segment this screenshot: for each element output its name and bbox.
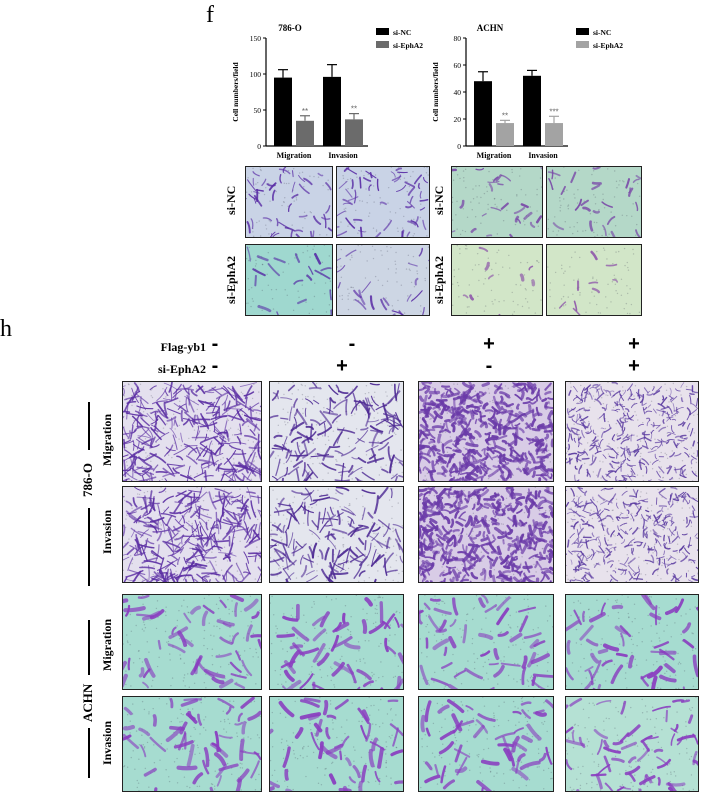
legend-label: si-EphA2 <box>393 41 423 50</box>
legend-swatch <box>576 41 589 48</box>
sign-si-epha2-3: - <box>485 355 493 377</box>
row-label-si-epha2-left: si-EphA2 <box>224 255 238 305</box>
micrograph-786o-invasion-2 <box>269 486 404 583</box>
row-label-achn-migration: Migration <box>100 619 114 671</box>
micrograph-achn-migration-2 <box>269 594 404 690</box>
micrograph-786o-si-epha2-migration <box>245 244 333 316</box>
significance-label: ** <box>502 111 508 120</box>
micrograph-786o-invasion-4 <box>565 486 699 583</box>
condition-label-flag-yb1: Flag-yb1 <box>160 340 206 354</box>
micrograph-786o-migration-4 <box>565 381 699 482</box>
chart-title: ACHN <box>477 23 504 33</box>
row-label-si-nc-right: si-NC <box>432 185 446 215</box>
cell-line-bracket-achn-bottom <box>88 728 90 778</box>
micrograph-786o-invasion-3 <box>418 486 554 583</box>
panel-letter-f: f <box>206 2 214 28</box>
cell-line-label-786o: 786-O <box>80 463 95 497</box>
micrograph-achn-si-epha2-invasion <box>546 244 642 316</box>
micrograph-achn-migration-1 <box>122 594 262 690</box>
sign-flag-yb1-2: - <box>348 333 356 355</box>
row-label-si-nc-left: si-NC <box>224 185 238 215</box>
y-tick-label: 100 <box>250 70 262 79</box>
sign-si-epha2-4: + <box>628 355 640 377</box>
cell-line-bracket-achn-top <box>88 620 90 675</box>
sign-flag-yb1-3: + <box>483 333 495 355</box>
micrograph-786o-invasion-1 <box>122 486 262 583</box>
sign-flag-yb1-1: - <box>211 333 219 355</box>
micrograph-achn-invasion-3 <box>418 696 554 792</box>
x-category-label: Invasion <box>528 151 558 160</box>
row-label-si-epha2-right: si-EphA2 <box>432 255 446 305</box>
y-tick-label: 0 <box>457 142 461 151</box>
bar <box>345 119 363 146</box>
chart-title: 786-O <box>278 23 302 33</box>
x-category-label: Migration <box>477 151 512 160</box>
bar <box>296 120 314 146</box>
micrograph-achn-migration-4 <box>565 594 699 690</box>
legend-label: si-NC <box>393 28 411 37</box>
significance-label: *** <box>549 107 558 116</box>
micrograph-786o-migration-1 <box>122 381 262 482</box>
sign-flag-yb1-4: + <box>628 333 640 355</box>
cell-line-label-achn: ACHN <box>80 683 95 722</box>
legend-swatch <box>376 28 389 35</box>
micrograph-786o-si-nc-migration <box>245 166 333 238</box>
legend-label: si-NC <box>593 28 611 37</box>
micrograph-achn-si-nc-invasion <box>546 166 642 238</box>
bar <box>474 81 492 146</box>
y-axis-label: Cell numbers/field <box>231 61 240 121</box>
x-category-label: Migration <box>277 151 312 160</box>
micrograph-achn-migration-3 <box>418 594 554 690</box>
bar <box>545 123 563 146</box>
y-tick-label: 80 <box>454 34 462 43</box>
row-label-786o-invasion: Invasion <box>100 509 114 555</box>
y-axis-label: Cell numbers/field <box>431 61 440 121</box>
sign-si-epha2-1: - <box>211 355 219 377</box>
bar-chart-achn: ACHN Cell numbers/field 0 20 40 60 80 ** Migrati… <box>431 23 623 160</box>
y-tick-label: 0 <box>257 142 261 151</box>
micrograph-786o-migration-3 <box>418 381 554 482</box>
micrograph-achn-invasion-1 <box>122 696 262 792</box>
bar <box>323 76 341 146</box>
x-category-label: Invasion <box>328 151 358 160</box>
micrograph-786o-si-epha2-invasion <box>336 244 430 316</box>
bar <box>523 75 541 146</box>
row-label-786o-migration: Migration <box>100 414 114 466</box>
micrograph-786o-si-nc-invasion <box>336 166 430 238</box>
y-tick-label: 60 <box>454 61 462 70</box>
sign-si-epha2-2: + <box>336 355 348 377</box>
micrograph-achn-si-epha2-migration <box>451 244 543 316</box>
micrograph-achn-si-nc-migration <box>451 166 543 238</box>
y-tick-label: 20 <box>454 115 462 124</box>
panel-letter-h: h <box>0 316 12 342</box>
y-tick-label: 50 <box>254 106 262 115</box>
bar-chart-786o: 786-O Cell numbers/field 0 50 100 150 ** Migrat… <box>231 23 423 160</box>
cell-line-bracket-786o-bottom <box>88 508 90 586</box>
row-label-achn-invasion: Invasion <box>100 720 114 766</box>
cell-line-bracket-786o-top <box>88 402 90 450</box>
significance-label: ** <box>302 107 308 116</box>
bar <box>274 77 292 146</box>
legend-swatch <box>376 41 389 48</box>
condition-label-si-epha2: si-EphA2 <box>157 362 206 376</box>
significance-label: ** <box>351 105 357 114</box>
y-tick-label: 40 <box>454 88 462 97</box>
bar <box>496 123 514 146</box>
micrograph-achn-invasion-2 <box>269 696 404 792</box>
legend-swatch <box>576 28 589 35</box>
micrograph-786o-migration-2 <box>269 381 404 482</box>
micrograph-achn-invasion-4 <box>565 696 699 792</box>
legend-label: si-EphA2 <box>593 41 623 50</box>
y-tick-label: 150 <box>250 34 262 43</box>
